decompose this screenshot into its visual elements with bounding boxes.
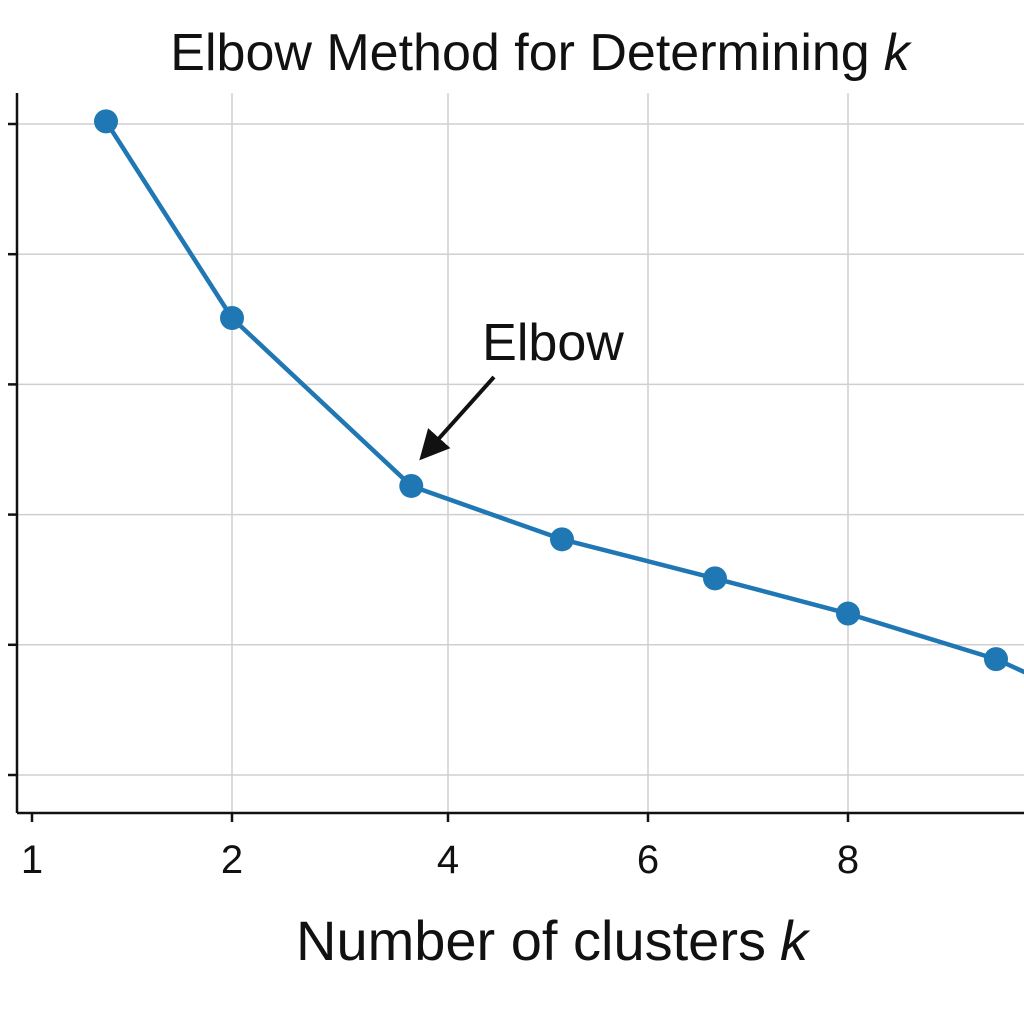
x-tick-label: 4: [437, 838, 459, 882]
x-axis-label: Number of clusters k: [296, 909, 811, 972]
axis-ticks: 1 2 4 6 8: [8, 122, 859, 882]
x-tick-label: 2: [221, 838, 243, 882]
x-axis-label-text: Number of clusters: [296, 909, 766, 972]
data-point: [399, 473, 424, 498]
chart-title-main: Elbow Method for Determining: [170, 24, 869, 82]
x-tick-label: 8: [837, 838, 859, 882]
data-point: [550, 527, 574, 552]
axes: [15, 93, 1024, 815]
chart-title: Elbow Method for Determining k: [170, 24, 912, 82]
annotation-layer: Elbow: [419, 314, 624, 461]
data-point: [94, 109, 118, 134]
x-axis-label-variable: k: [780, 909, 811, 972]
series-layer: [94, 109, 1024, 675]
data-point: [984, 647, 1008, 672]
data-point: [703, 566, 727, 591]
x-tick-label: 6: [637, 838, 659, 882]
grid-lines: [17, 93, 1024, 813]
series-line: [103, 119, 1024, 675]
data-point: [220, 305, 244, 330]
annotation-arrow: [419, 375, 496, 461]
annotation-label: Elbow: [482, 314, 624, 372]
data-point: [836, 601, 860, 626]
x-tick-label: 1: [21, 838, 43, 882]
chart-title-variable: k: [884, 24, 913, 82]
